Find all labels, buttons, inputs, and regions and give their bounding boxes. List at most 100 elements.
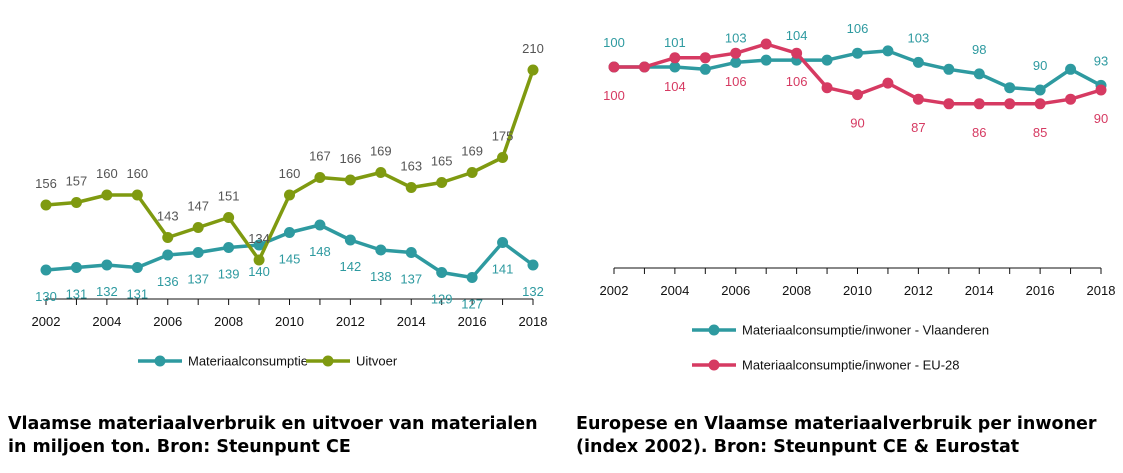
series-2-label-2016: 169 (461, 144, 483, 159)
series-2-label-2018: 210 (522, 41, 544, 56)
series-2-point-2016 (466, 167, 478, 178)
series-2-point-2007 (760, 38, 772, 50)
series-2-point-2015 (436, 177, 448, 188)
series-1-label-2010: 145 (279, 252, 301, 267)
series-2-point-2013 (375, 167, 387, 178)
series-1-point-2015 (1004, 82, 1016, 94)
series-1-label-2009: 140 (248, 264, 270, 279)
series-2-label-2005: 160 (126, 166, 148, 181)
series-2-point-2009 (253, 254, 265, 266)
series-1-point-2005 (131, 262, 143, 273)
x-tick-label-2010: 2010 (843, 283, 872, 298)
series-1-point-2017 (1065, 63, 1077, 75)
series-1-point-2011 (314, 219, 326, 231)
series-2-point-2014 (973, 98, 985, 110)
series-1-point-2011 (882, 45, 894, 57)
series-1-point-2009 (821, 54, 833, 66)
series-2-point-2011 (882, 77, 894, 89)
series-2-label-2012: 166 (340, 151, 362, 166)
series-2-label-2013: 169 (370, 144, 392, 159)
series-1-point-2009 (253, 239, 265, 251)
series-2-label-2007: 147 (187, 199, 209, 214)
series-1-point-2007 (760, 54, 772, 66)
series-2-point-2006 (162, 232, 174, 243)
series-1-point-2014 (973, 68, 985, 80)
series-1-point-2007 (192, 247, 204, 258)
series-2-point-2002 (40, 199, 52, 211)
series-2-point-2007 (192, 222, 204, 233)
series-2-point-2018 (1095, 84, 1107, 96)
series-1-label-2015: 129 (431, 292, 453, 307)
series-2-point-2008 (791, 47, 803, 59)
series-1-point-2002 (40, 264, 52, 276)
series-1-label-2002: 100 (603, 35, 625, 50)
series-1-label-2006: 103 (725, 30, 747, 45)
left-line-chart: 2002 2004 2006 2008 2010 2012 2014 2016 2018 130 1… (32, 41, 548, 369)
series-2-point-2003 (70, 197, 82, 208)
series-2-label-2002: 156 (35, 176, 57, 191)
series-2-label-2006: 106 (725, 74, 747, 89)
series-1-legend-label: Materiaalconsumptie (188, 354, 308, 369)
series-2-point-2010 (284, 189, 295, 201)
series-1-point-2013 (943, 63, 955, 75)
series-1-label-2014: 137 (400, 272, 422, 287)
series-1-label-2005: 131 (126, 287, 148, 302)
series-1-label-2006: 136 (157, 274, 179, 289)
series-2-point-2013 (943, 98, 955, 110)
series-1-point-2016 (466, 272, 478, 283)
series-1-point-2018 (527, 259, 539, 271)
left-chart-caption: Vlaamse materiaalverbruik en uitvoer van… (8, 413, 538, 459)
series-2-label-2017: 175 (492, 129, 514, 144)
x-tick-label-2018: 2018 (1087, 283, 1116, 298)
series-2-label-2009: 134 (248, 231, 270, 246)
x-tick-label-2014: 2014 (965, 283, 994, 298)
series-1-point-2012 (344, 234, 356, 246)
series-1-label-2008: 139 (218, 267, 240, 282)
series-2-legend-marker (708, 359, 720, 371)
series-2-point-2002 (608, 61, 620, 73)
series-1-point-2010 (852, 47, 863, 59)
series-1-point-2008 (223, 242, 235, 253)
right-line-chart: 2002 2004 2006 2008 2010 2012 2014 2016 2018 100 1… (600, 21, 1116, 372)
series-1-label-2011: 148 (309, 244, 331, 259)
left-caption-line1: Vlaamse materiaalverbruik en uitvoer van… (8, 414, 538, 434)
series-1-label-2003: 131 (66, 287, 88, 302)
series-2-label-2004: 104 (664, 79, 686, 94)
series-2-point-2017 (1065, 93, 1077, 105)
series-2-point-2005 (131, 189, 143, 201)
series-1-label-2012: 142 (340, 259, 362, 274)
series-2-point-2014 (405, 182, 417, 193)
series-1-label-2016: 127 (461, 297, 483, 312)
series-2-legend-label: Materiaalconsumptie/inwoner - EU-28 (742, 358, 959, 373)
right-caption-line1: Europese en Vlaamse materiaalverbruik pe… (576, 414, 1097, 434)
x-tick-label-2004: 2004 (92, 314, 121, 329)
series-2-label-2002: 100 (603, 88, 625, 103)
series-1-point-2013 (375, 244, 387, 256)
series-2-point-2003 (638, 61, 650, 73)
series-1-legend-marker (708, 324, 720, 336)
series-2-label-2008: 151 (218, 189, 240, 204)
x-tick-label-2016: 2016 (458, 314, 487, 329)
series-1-point-2016 (1034, 84, 1046, 96)
x-tick-label-2016: 2016 (1026, 283, 1055, 298)
x-tick-label-2004: 2004 (660, 283, 689, 298)
series-2-point-2015 (1004, 98, 1016, 110)
series-2-point-2004 (669, 52, 681, 64)
series-1-legend-marker (154, 355, 166, 367)
x-tick-label-2006: 2006 (721, 283, 750, 298)
series-1-label-2013: 138 (370, 269, 392, 284)
series-2-label-2012: 87 (911, 120, 925, 135)
x-tick-label-2012: 2012 (904, 283, 933, 298)
left-caption-line2: in miljoen ton. Bron: Steunpunt CE (8, 437, 351, 457)
series-2-point-2008 (223, 212, 235, 223)
series-1-label-2016: 90 (1033, 58, 1047, 73)
series-2-label-2014: 86 (972, 125, 986, 140)
x-tick-label-2008: 2008 (214, 314, 243, 329)
series-2-label-2018: 90 (1094, 111, 1108, 126)
right-caption-line2: (index 2002). Bron: Steunpunt CE & Euros… (576, 437, 1020, 457)
series-1-label-2004: 101 (664, 35, 686, 50)
series-2-label-2011: 167 (309, 149, 331, 164)
series-1-point-2015 (436, 267, 448, 278)
series-1-point-2010 (284, 227, 295, 238)
